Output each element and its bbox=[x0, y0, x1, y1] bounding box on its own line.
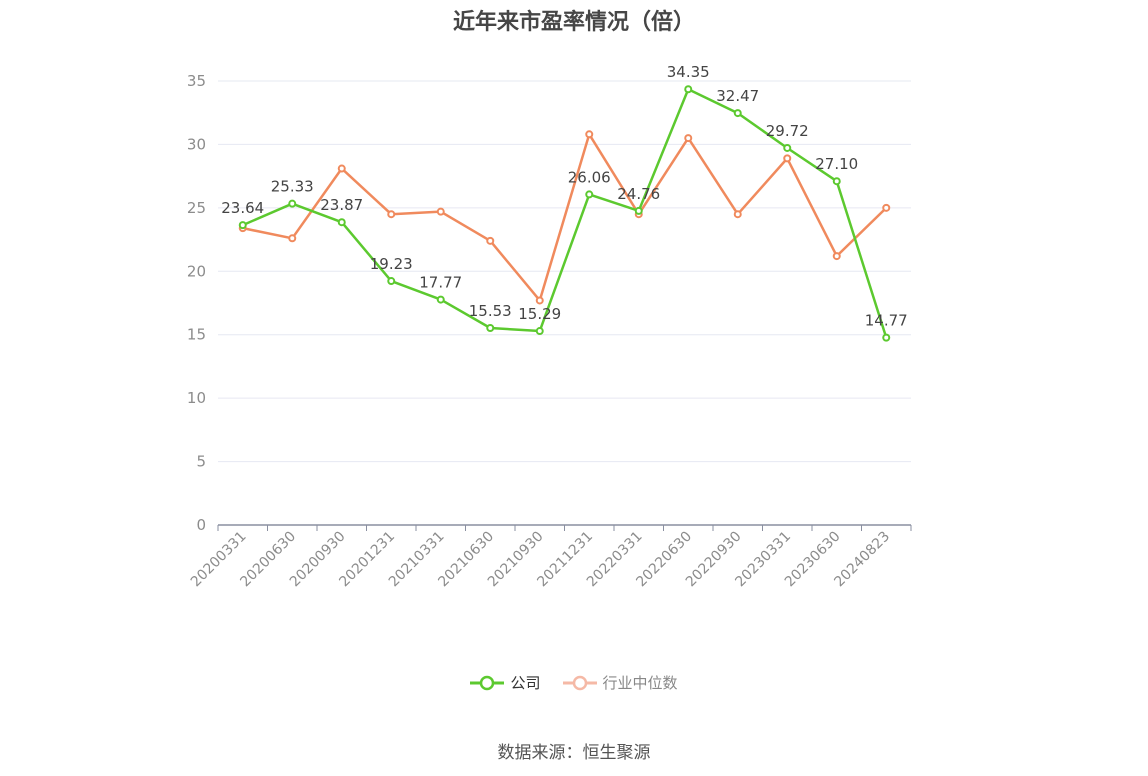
legend-item-industry[interactable]: 行业中位数 bbox=[562, 672, 678, 693]
y-tick-label: 15 bbox=[187, 326, 206, 344]
series-industry-point bbox=[832, 252, 841, 261]
data-label: 27.10 bbox=[815, 155, 858, 173]
data-source: 数据来源：恒生聚源 bbox=[497, 743, 651, 763]
data-label: 23.64 bbox=[221, 199, 264, 217]
chart-title: 近年来市盈率情况（倍） bbox=[452, 10, 695, 35]
series-company-point bbox=[288, 199, 297, 208]
data-label: 24.76 bbox=[617, 185, 660, 203]
series-industry-point bbox=[733, 210, 742, 219]
data-label: 26.06 bbox=[568, 168, 611, 186]
series-company-point bbox=[733, 109, 742, 118]
legend-industry-marker-icon bbox=[562, 675, 597, 690]
legend-company-marker-icon bbox=[470, 675, 505, 690]
series-industry-point bbox=[585, 130, 594, 139]
legend-label-industry: 行业中位数 bbox=[602, 674, 678, 692]
series-industry-point bbox=[882, 203, 891, 212]
series-industry-point bbox=[436, 207, 445, 216]
series-industry-line bbox=[242, 133, 888, 302]
series-industry-point bbox=[535, 296, 544, 305]
series-company-point bbox=[436, 295, 445, 304]
y-tick-label: 20 bbox=[187, 262, 206, 280]
series-industry-point bbox=[337, 164, 346, 173]
y-tick-label: 30 bbox=[187, 135, 206, 153]
y-tick-label: 35 bbox=[187, 72, 206, 90]
y-tick-label: 0 bbox=[196, 516, 206, 534]
series-company-point bbox=[387, 277, 396, 286]
data-label: 17.77 bbox=[419, 274, 462, 292]
series-industry-point bbox=[486, 236, 495, 245]
series-company-point bbox=[535, 327, 544, 336]
series-industry-point bbox=[288, 234, 297, 243]
data-label: 14.77 bbox=[865, 312, 908, 330]
series-company-point bbox=[684, 85, 693, 94]
legend-item-company[interactable]: 公司 bbox=[470, 672, 541, 693]
y-tick-label: 10 bbox=[187, 389, 206, 407]
y-tick-label: 5 bbox=[196, 453, 206, 471]
legend-label-company: 公司 bbox=[510, 674, 541, 692]
series-company-point bbox=[238, 221, 247, 230]
series-company-point bbox=[634, 206, 643, 215]
series-company-line bbox=[242, 87, 888, 339]
y-tick-label: 25 bbox=[187, 199, 206, 217]
data-label: 34.35 bbox=[667, 63, 710, 81]
series-company-point bbox=[783, 143, 792, 152]
data-label: 15.29 bbox=[518, 305, 561, 323]
pe-line-chart: 0510152025303520200331202006302020093020… bbox=[187, 63, 912, 590]
data-label: 23.87 bbox=[320, 196, 363, 214]
series-industry-point bbox=[684, 134, 693, 143]
data-label: 19.23 bbox=[370, 255, 413, 273]
data-label: 25.33 bbox=[271, 178, 314, 196]
series-company-point bbox=[585, 190, 594, 199]
series-company-point bbox=[882, 333, 891, 342]
series-industry-point bbox=[783, 154, 792, 163]
series-company-point bbox=[337, 218, 346, 227]
data-label: 29.72 bbox=[766, 122, 809, 140]
data-label: 15.53 bbox=[469, 302, 512, 320]
legend: 公司 行业中位数 bbox=[0, 672, 1148, 693]
series-company-point bbox=[486, 323, 495, 332]
series-industry-point bbox=[387, 210, 396, 219]
series-company-point bbox=[832, 177, 841, 186]
data-label: 32.47 bbox=[716, 87, 759, 105]
